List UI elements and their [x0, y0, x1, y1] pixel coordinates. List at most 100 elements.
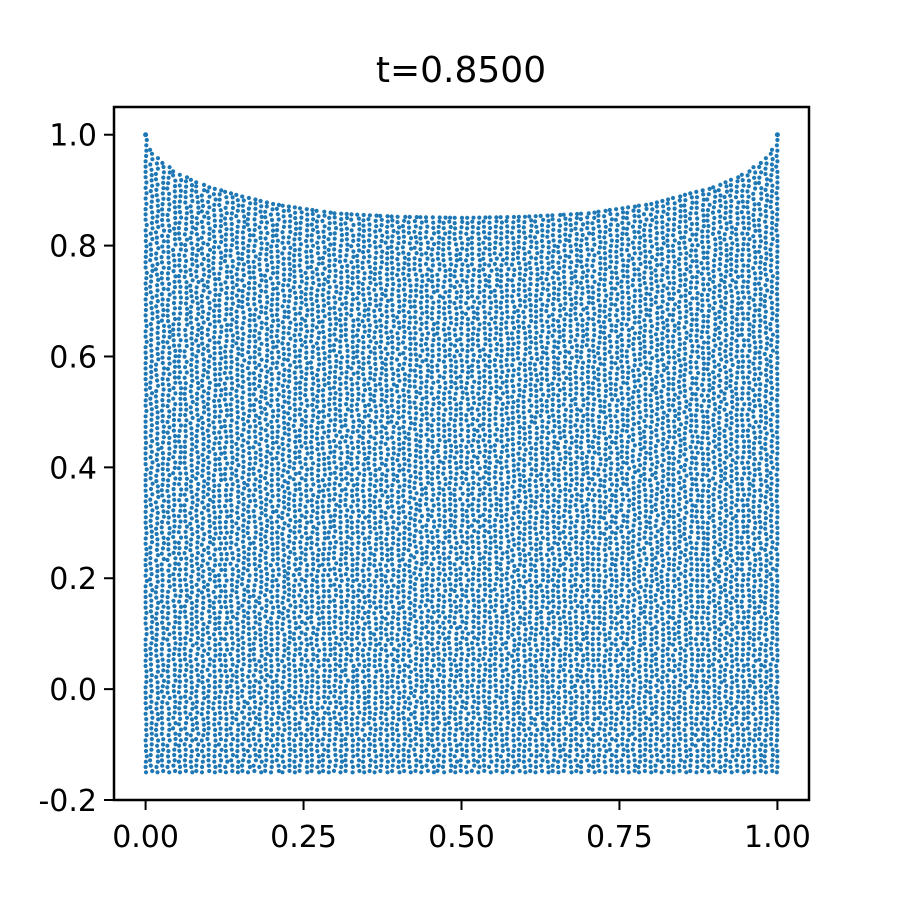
scatter-point	[303, 408, 308, 414]
scatter-point	[235, 314, 240, 319]
scatter-point	[293, 668, 298, 674]
scatter-point	[240, 635, 245, 640]
scatter-point	[349, 387, 354, 392]
scatter-point	[373, 266, 378, 271]
scatter-point	[161, 556, 166, 562]
scatter-point	[177, 674, 182, 679]
scatter-point	[218, 218, 223, 223]
scatter-point	[189, 675, 194, 680]
scatter-point	[377, 641, 382, 646]
scatter-point	[222, 259, 228, 264]
scatter-point	[177, 722, 182, 727]
scatter-point	[338, 456, 343, 461]
scatter-point	[385, 452, 391, 457]
scatter-point	[269, 478, 275, 483]
scatter-point	[176, 274, 182, 279]
scatter-point	[182, 673, 188, 678]
scatter-point	[385, 277, 390, 282]
scatter-point	[143, 456, 148, 461]
scatter-point	[360, 435, 365, 440]
scatter-point	[159, 599, 164, 604]
scatter-point	[321, 726, 326, 731]
scatter-point	[322, 700, 327, 705]
scatter-point	[292, 274, 297, 279]
scatter-point	[173, 736, 178, 742]
scatter-point	[315, 373, 320, 378]
scatter-point	[349, 414, 354, 419]
scatter-point	[248, 355, 253, 360]
scatter-point	[252, 318, 257, 323]
scatter-point	[171, 396, 176, 401]
scatter-point	[275, 636, 280, 641]
scatter-point	[178, 604, 184, 610]
scatter-point	[310, 349, 315, 354]
scatter-point	[160, 763, 165, 768]
scatter-point	[219, 188, 224, 193]
scatter-point	[275, 302, 280, 307]
scatter-point	[349, 706, 354, 711]
scatter-point	[172, 433, 178, 439]
scatter-point	[236, 659, 241, 664]
scatter-point	[356, 386, 361, 391]
scatter-point	[402, 673, 407, 678]
scatter-point	[315, 558, 320, 563]
scatter-point	[247, 743, 252, 748]
scatter-point	[211, 706, 216, 711]
scatter-point	[166, 680, 171, 685]
scatter-point	[310, 577, 316, 583]
scatter-point	[205, 731, 211, 736]
scatter-point	[310, 721, 315, 726]
scatter-point	[315, 706, 320, 711]
scatter-point	[338, 653, 343, 658]
scatter-point	[177, 439, 182, 444]
scatter-point	[333, 667, 338, 672]
scatter-point	[211, 499, 216, 504]
scatter-point	[320, 610, 325, 615]
scatter-point	[337, 711, 342, 716]
scatter-point	[326, 509, 331, 514]
scatter-point	[286, 667, 292, 672]
scatter-point	[276, 445, 281, 450]
scatter-point	[143, 690, 148, 695]
scatter-point	[275, 546, 280, 551]
scatter-point	[253, 530, 258, 535]
scatter-point	[189, 526, 194, 532]
scatter-point	[337, 350, 342, 355]
scatter-point	[343, 412, 348, 417]
scatter-point	[240, 619, 246, 624]
scatter-point	[293, 642, 298, 647]
scatter-point	[374, 409, 379, 414]
scatter-point	[391, 520, 396, 525]
scatter-point	[362, 658, 367, 663]
scatter-point	[183, 269, 188, 274]
scatter-point	[391, 710, 396, 715]
scatter-point	[251, 296, 257, 301]
scatter-point	[225, 685, 230, 690]
scatter-point	[351, 674, 356, 679]
scatter-point	[259, 246, 264, 251]
scatter-point	[207, 354, 213, 359]
scatter-point	[303, 701, 308, 706]
scatter-point	[282, 727, 287, 733]
scatter-point	[332, 438, 337, 444]
scatter-point	[247, 238, 252, 243]
scatter-point	[403, 515, 408, 520]
scatter-point	[361, 462, 366, 467]
scatter-point	[213, 462, 218, 467]
scatter-point	[144, 339, 149, 344]
scatter-point	[218, 509, 223, 514]
scatter-point	[395, 659, 400, 664]
scatter-point	[372, 399, 377, 404]
scatter-point	[274, 530, 280, 535]
scatter-point	[349, 658, 354, 663]
scatter-point	[309, 514, 314, 519]
scatter-point	[368, 471, 373, 476]
scatter-point	[286, 400, 291, 405]
scatter-point	[367, 487, 372, 492]
scatter-point	[177, 418, 182, 423]
scatter-point	[173, 215, 178, 221]
scatter-point	[343, 327, 349, 332]
scatter-point	[190, 278, 195, 283]
scatter-point	[304, 276, 310, 281]
scatter-point	[252, 519, 257, 524]
